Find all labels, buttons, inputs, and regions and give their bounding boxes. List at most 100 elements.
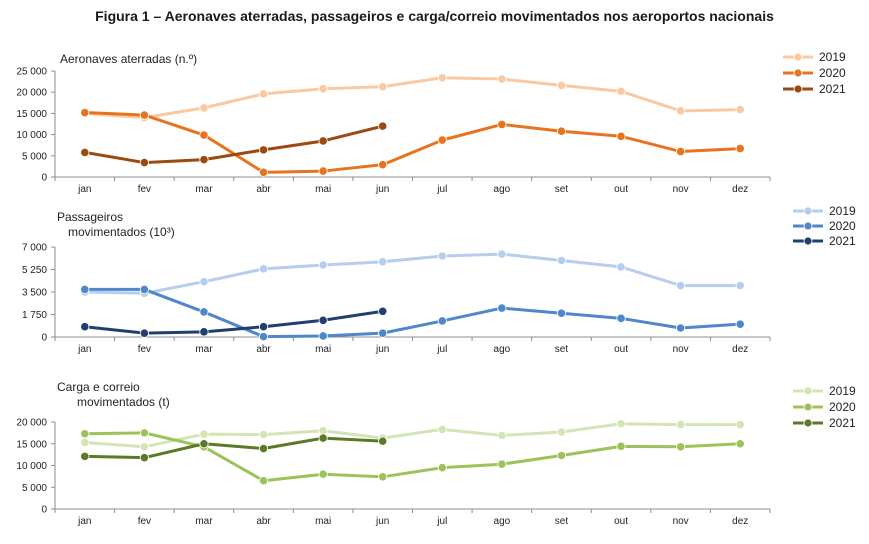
data-point [497,74,507,84]
data-point [556,450,567,461]
data-point [437,135,447,145]
data-point [318,136,328,146]
data-point [318,315,328,325]
legend-label: 2021 [829,234,856,248]
x-tick-label: jun [375,344,389,355]
x-tick-label: mai [315,516,331,527]
data-point [676,146,686,157]
y-tick-label: 15 000 [16,439,47,450]
data-point [616,86,626,96]
data-point [676,442,686,452]
x-tick-label: jan [77,184,91,195]
data-point [497,459,507,469]
data-point [80,147,90,158]
data-point [676,280,686,291]
data-point [80,429,90,439]
x-tick-label: set [555,344,569,355]
legend-label: 2020 [829,219,856,233]
data-point [378,436,388,446]
y-tick-label: 10 000 [16,130,47,141]
data-point [199,327,209,337]
legend-marker [803,221,813,231]
x-tick-label: nov [673,516,689,527]
x-tick-label: fev [138,344,151,355]
y-tick-label: 20 000 [16,418,47,429]
series-2020 [80,284,745,342]
y-tick-label: 15 000 [16,109,47,120]
x-tick-label: out [614,344,628,355]
data-point [437,73,447,83]
x-tick-label: mar [195,344,213,355]
x-tick-label: jun [375,516,389,527]
y-tick-label: 25 000 [16,67,47,78]
data-point [258,430,269,440]
data-point [735,420,745,430]
y-tick-label: 5 250 [22,265,47,276]
data-point [258,322,269,332]
data-point [199,307,209,317]
legend-label: 2019 [819,50,846,64]
y-tick-label: 7 000 [22,243,47,254]
legend-label: 2021 [819,82,846,96]
x-tick-label: jul [436,344,447,355]
data-point [556,255,567,266]
series-line [83,124,385,165]
x-tick-label: jan [77,516,91,527]
x-tick-label: ago [494,516,511,527]
data-point [258,443,269,454]
x-tick-label: ago [494,344,511,355]
x-tick-label: jun [375,184,389,195]
x-tick-label: dez [732,516,748,527]
data-point [676,420,686,430]
legend-marker [793,52,803,62]
data-point [616,313,626,323]
data-point [199,439,209,449]
data-point [139,453,149,463]
data-point [139,428,149,438]
x-tick-label: out [614,516,628,527]
data-point [139,442,149,452]
chart-1: Aeronaves aterradas (n.º) 0 5 000 10 000 15 … [16,50,846,195]
data-point [139,284,149,295]
x-tick-label: set [555,184,569,195]
data-point [80,322,90,332]
y-tick-label: 10 000 [16,461,47,472]
data-point [318,166,328,176]
chart-title-line: Carga e correio [57,380,140,394]
series-line [83,431,742,483]
legend-marker [803,206,813,216]
data-point [378,121,388,131]
x-tick-label: fev [138,184,151,195]
data-point [258,167,269,177]
data-point [258,332,269,342]
y-tick-label: 5 000 [22,151,47,162]
data-point [676,106,686,116]
x-tick-label: fev [138,516,151,527]
series-2021 [80,306,388,338]
legend-marker [803,418,813,428]
data-point [556,427,567,437]
data-point [437,316,447,326]
x-tick-label: abr [256,184,271,195]
series-2021 [80,121,388,168]
x-tick-label: ago [494,184,511,195]
data-point [497,249,507,259]
x-tick-label: out [614,184,628,195]
y-tick-label: 1 750 [22,310,47,321]
data-point [616,262,626,272]
data-point [735,143,745,154]
data-point [258,89,269,99]
series-line [83,76,742,120]
data-point [199,103,209,113]
data-point [318,331,328,341]
x-tick-label: jul [436,184,447,195]
series-line [83,252,742,295]
legend-marker [793,84,803,94]
x-tick-label: mar [195,516,213,527]
data-point [378,82,388,92]
data-point [497,430,507,441]
data-point [80,107,90,118]
series-line [83,287,742,339]
data-point [318,260,328,270]
